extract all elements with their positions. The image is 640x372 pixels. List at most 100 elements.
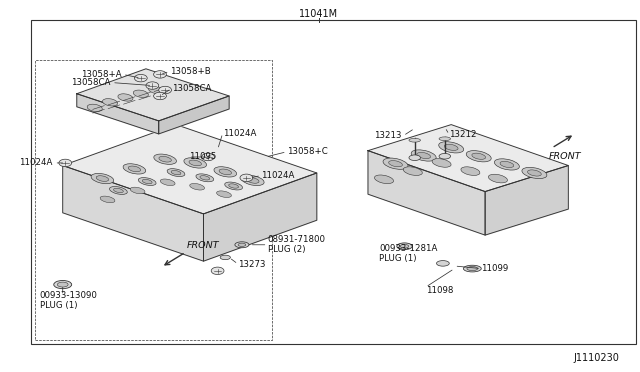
Ellipse shape [494, 159, 520, 170]
Ellipse shape [522, 167, 547, 179]
Ellipse shape [417, 153, 431, 158]
Ellipse shape [214, 167, 237, 177]
Ellipse shape [113, 188, 124, 193]
Text: 11024A: 11024A [261, 171, 294, 180]
Text: 00933-13090
PLUG (1): 00933-13090 PLUG (1) [40, 291, 97, 310]
Text: 13058CA: 13058CA [172, 84, 211, 93]
Ellipse shape [189, 160, 202, 166]
Ellipse shape [160, 179, 175, 186]
Ellipse shape [100, 196, 115, 203]
Ellipse shape [200, 176, 210, 180]
Text: 13212: 13212 [449, 130, 477, 139]
Text: 13213: 13213 [374, 131, 402, 140]
Bar [31, 20, 636, 344]
Text: 11024A: 11024A [19, 158, 52, 167]
Ellipse shape [148, 86, 164, 94]
Text: 13058+A: 13058+A [81, 70, 122, 79]
Ellipse shape [142, 179, 152, 184]
Text: 00933-1281A
PLUG (1): 00933-1281A PLUG (1) [379, 244, 437, 263]
Text: 08931-71800
PLUG (2): 08931-71800 PLUG (2) [268, 235, 326, 254]
Circle shape [154, 71, 166, 78]
Ellipse shape [438, 142, 464, 153]
Polygon shape [204, 173, 317, 261]
Ellipse shape [91, 173, 114, 184]
Ellipse shape [411, 150, 436, 161]
Circle shape [211, 267, 224, 275]
Ellipse shape [383, 158, 408, 169]
Ellipse shape [235, 242, 249, 248]
Circle shape [159, 86, 172, 94]
Ellipse shape [432, 158, 451, 167]
Ellipse shape [138, 177, 156, 186]
Circle shape [240, 174, 253, 182]
Text: FRONT: FRONT [187, 241, 220, 250]
Ellipse shape [409, 138, 420, 142]
Ellipse shape [246, 177, 259, 183]
Polygon shape [63, 125, 317, 214]
Text: 13273: 13273 [238, 260, 266, 269]
Ellipse shape [225, 182, 243, 190]
Circle shape [154, 92, 166, 100]
Ellipse shape [154, 154, 177, 164]
Ellipse shape [228, 184, 239, 188]
Ellipse shape [527, 170, 541, 176]
Ellipse shape [184, 158, 207, 168]
Ellipse shape [159, 156, 172, 162]
Polygon shape [77, 69, 229, 121]
Polygon shape [368, 151, 485, 235]
Circle shape [202, 153, 214, 161]
Text: 13058CA: 13058CA [70, 78, 110, 87]
Ellipse shape [167, 169, 185, 177]
Ellipse shape [388, 161, 403, 167]
Text: 11099: 11099 [481, 264, 509, 273]
Ellipse shape [466, 151, 492, 162]
Ellipse shape [238, 243, 246, 246]
Ellipse shape [467, 267, 477, 270]
Ellipse shape [196, 174, 214, 182]
Text: J1110230: J1110230 [573, 353, 620, 363]
Ellipse shape [472, 153, 486, 159]
Polygon shape [159, 96, 229, 134]
Ellipse shape [54, 280, 72, 289]
Ellipse shape [436, 260, 449, 266]
Ellipse shape [118, 94, 133, 101]
Ellipse shape [439, 153, 451, 159]
Ellipse shape [488, 174, 508, 183]
Ellipse shape [219, 169, 232, 175]
Polygon shape [485, 166, 568, 235]
Ellipse shape [133, 90, 148, 97]
Circle shape [134, 74, 147, 82]
Text: 13058+C: 13058+C [287, 147, 328, 156]
Ellipse shape [500, 161, 514, 167]
Ellipse shape [439, 137, 451, 141]
Ellipse shape [374, 175, 394, 184]
Ellipse shape [96, 176, 109, 182]
Ellipse shape [130, 187, 145, 194]
Ellipse shape [171, 170, 181, 175]
Text: FRONT: FRONT [548, 152, 581, 161]
Ellipse shape [241, 175, 264, 186]
Ellipse shape [220, 255, 230, 260]
Circle shape [146, 82, 159, 89]
Ellipse shape [189, 183, 205, 190]
Ellipse shape [109, 186, 127, 195]
Ellipse shape [216, 191, 232, 198]
Polygon shape [77, 94, 159, 134]
Text: 11041M: 11041M [299, 9, 339, 19]
Text: 11024A: 11024A [223, 129, 256, 138]
Ellipse shape [87, 104, 102, 112]
Polygon shape [368, 125, 568, 192]
Text: 13058+B: 13058+B [170, 67, 211, 76]
Text: 11095: 11095 [189, 153, 216, 161]
Ellipse shape [123, 164, 146, 174]
Circle shape [59, 159, 72, 167]
Ellipse shape [397, 243, 412, 250]
Ellipse shape [463, 265, 481, 272]
Ellipse shape [444, 144, 458, 150]
Ellipse shape [461, 167, 480, 176]
Text: 11098: 11098 [426, 286, 453, 295]
Ellipse shape [400, 244, 409, 248]
Ellipse shape [58, 282, 68, 287]
Ellipse shape [102, 99, 118, 106]
Ellipse shape [128, 166, 141, 172]
